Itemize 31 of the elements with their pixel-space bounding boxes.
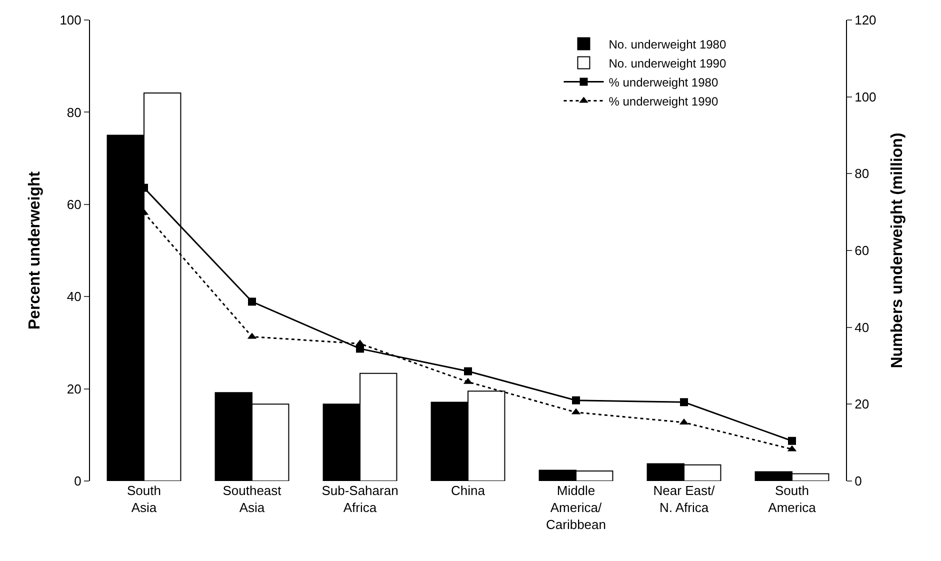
point [788, 436, 796, 445]
y2-tick-label: 80 [854, 166, 870, 182]
x-tick-label: China [451, 483, 486, 498]
x-tick-label: Near East/ N. Africa [653, 483, 716, 515]
x-tick-label: Middle America/ Caribbean [546, 483, 606, 532]
y2-tick-label: 40 [854, 320, 870, 335]
point [248, 298, 256, 306]
y2-tick-label: 60 [854, 243, 870, 258]
y-tick-label: 20 [66, 381, 82, 396]
y-tick-label: 40 [66, 289, 82, 304]
point [680, 398, 688, 406]
legend-label: No. underweight 1980 [608, 37, 726, 52]
x-tick-label: Sub-Saharan Africa [322, 483, 398, 515]
y2-tick-label: 120 [854, 12, 876, 28]
x-tick-label: Southeast Asia [222, 483, 282, 515]
y-tick-label: 0 [74, 474, 82, 489]
y2-tick-label: 0 [854, 474, 862, 489]
y-tick-label: 100 [60, 12, 82, 28]
y-axis-title: Percent underweight [26, 170, 44, 330]
point [572, 396, 580, 404]
legend-label: No. underweight 1990 [608, 56, 726, 70]
x-tick-label: South Asia [127, 483, 161, 515]
y2-tick-label: 20 [854, 396, 870, 412]
y-tick-label: 60 [66, 196, 82, 212]
y2-tick-label: 100 [854, 89, 876, 104]
x-tick-label: South America [768, 483, 817, 515]
legend-label: % underweight 1990 [608, 94, 718, 108]
point [464, 367, 472, 376]
legend-label: % underweight 1980 [608, 75, 718, 90]
y-tick-label: 80 [66, 104, 82, 120]
y2-axis-title: Numbers underweight (million) [889, 132, 906, 368]
